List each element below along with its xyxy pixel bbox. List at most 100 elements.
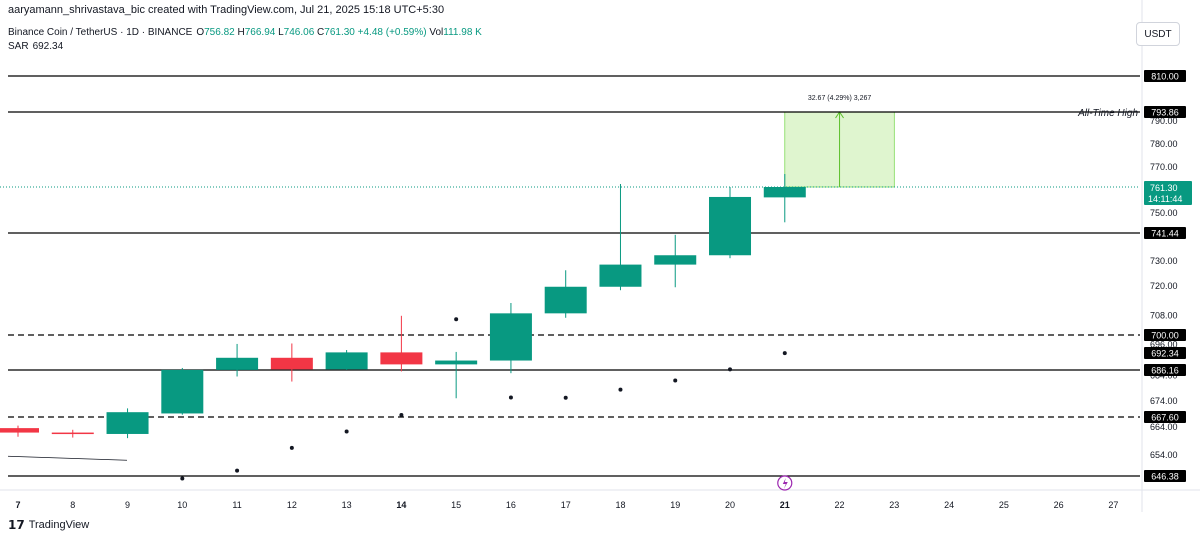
open-value: 756.82 bbox=[204, 27, 235, 38]
x-tick-label: 22 bbox=[835, 500, 845, 510]
sar-dot-10 bbox=[180, 476, 185, 481]
sar-dot-20 bbox=[728, 367, 733, 372]
x-tick-label: 10 bbox=[177, 500, 187, 510]
trendline bbox=[7, 455, 128, 461]
x-tick-label: 20 bbox=[725, 500, 735, 510]
low-value: 746.06 bbox=[283, 27, 315, 38]
level-tag-810.00: 810.00 bbox=[1151, 72, 1179, 82]
open-label: O bbox=[196, 27, 205, 38]
level-tag-741.44: 741.44 bbox=[1151, 229, 1179, 239]
x-tick-label: 24 bbox=[944, 500, 954, 510]
level-tag-793.86-bg bbox=[1144, 106, 1186, 118]
candle-body-16 bbox=[489, 313, 532, 361]
brand-label: TradingView bbox=[28, 519, 90, 531]
level-tag-741.44-bg bbox=[1144, 227, 1186, 239]
candle-body-14 bbox=[380, 352, 423, 365]
level-tag-667.60: 667.60 bbox=[1151, 413, 1179, 423]
sar-dot-12 bbox=[289, 445, 294, 450]
x-tick-label: 25 bbox=[999, 500, 1009, 510]
x-tick-label: 15 bbox=[451, 500, 461, 510]
measure-label: 32.67 (4.29%) 3,267 bbox=[808, 95, 872, 102]
close-label: C bbox=[317, 27, 325, 38]
level-tag-667.60-bg bbox=[1144, 411, 1186, 423]
candle-body-12 bbox=[270, 357, 313, 370]
y-tick-label: 790.00 bbox=[1150, 116, 1178, 126]
sar-dot-14 bbox=[399, 412, 404, 417]
x-tick-label: 14 bbox=[396, 500, 406, 510]
candle-body-11 bbox=[216, 357, 259, 370]
sar-price-tag: 692.34 bbox=[1151, 349, 1179, 359]
x-tick-label: 27 bbox=[1108, 500, 1118, 510]
change-value: +4.48 (+0.59%) bbox=[357, 27, 427, 38]
x-tick-label: 7 bbox=[15, 500, 20, 510]
level-tag-700.00: 700.00 bbox=[1151, 331, 1179, 341]
sar-dot-11 bbox=[235, 468, 240, 473]
candle-body-8 bbox=[51, 432, 94, 435]
candle-body-15 bbox=[435, 360, 478, 365]
level-tag-793.86: 793.86 bbox=[1151, 108, 1179, 118]
level-tag-646.38: 646.38 bbox=[1151, 472, 1179, 482]
x-tick-label: 19 bbox=[670, 500, 680, 510]
x-tick-label: 17 bbox=[561, 500, 571, 510]
x-tick-label: 26 bbox=[1054, 500, 1064, 510]
x-tick-label: 9 bbox=[125, 500, 130, 510]
close-value: 761.30 bbox=[324, 27, 355, 38]
y-tick-label: 654.00 bbox=[1150, 450, 1178, 460]
y-tick-label: 664.00 bbox=[1150, 422, 1178, 432]
candle-body-20 bbox=[709, 196, 752, 256]
y-tick-label: 770.00 bbox=[1150, 162, 1178, 172]
candle-body-13 bbox=[325, 352, 368, 370]
volume-label: Vol bbox=[429, 27, 444, 38]
level-annotation: All-Time High bbox=[1077, 108, 1138, 119]
sar-dot-19 bbox=[673, 378, 678, 383]
sar-dot-16 bbox=[508, 395, 513, 400]
low-label: L bbox=[278, 27, 284, 38]
sar-dot-17 bbox=[563, 395, 568, 400]
y-tick-label: 696.00 bbox=[1150, 339, 1178, 349]
high-value: 766.94 bbox=[244, 27, 276, 38]
chart-legend: Binance Coin / TetherUS · 1D · BINANCE O… bbox=[8, 26, 482, 54]
x-tick-label: 16 bbox=[506, 500, 516, 510]
lightning-icon bbox=[782, 478, 788, 489]
sar-dot-18 bbox=[618, 387, 623, 392]
symbol-label[interactable]: Binance Coin / TetherUS · 1D · BINANCE bbox=[8, 27, 193, 38]
sar-dot-13 bbox=[344, 429, 349, 434]
x-tick-label: 18 bbox=[615, 500, 625, 510]
x-tick-label: 13 bbox=[342, 500, 352, 510]
countdown-tag: 14:11:44 bbox=[1148, 194, 1182, 204]
y-tick-label: 750.00 bbox=[1150, 208, 1178, 218]
current-price-tag: 761.30 bbox=[1150, 183, 1178, 193]
x-tick-label: 11 bbox=[232, 500, 241, 510]
volume-value: 111.98 K bbox=[443, 27, 482, 38]
y-tick-label: 780.00 bbox=[1150, 139, 1178, 149]
candle-body-7 bbox=[0, 428, 39, 433]
x-tick-label: 23 bbox=[889, 500, 899, 510]
level-tag-700.00-bg bbox=[1144, 329, 1186, 341]
currency-button[interactable]: USDT bbox=[1136, 22, 1180, 46]
candle-body-21 bbox=[763, 187, 806, 198]
level-tag-810.00-bg bbox=[1144, 70, 1186, 82]
tradingview-logo-icon: 𝟭𝟳 bbox=[8, 518, 25, 532]
level-tag-686.16-bg bbox=[1144, 364, 1186, 376]
sar-label[interactable]: SAR bbox=[8, 41, 29, 52]
sar-dot-21 bbox=[782, 351, 787, 356]
y-tick-label: 674.00 bbox=[1150, 396, 1178, 406]
candle-body-17 bbox=[544, 286, 587, 314]
sar-value: 692.34 bbox=[32, 41, 64, 52]
candle-body-19 bbox=[654, 255, 697, 265]
y-tick-label: 720.00 bbox=[1150, 281, 1178, 291]
chart-author-header: aaryamann_shrivastava_bic created with T… bbox=[8, 4, 445, 16]
x-tick-label: 21 bbox=[780, 500, 790, 510]
level-tag-646.38-bg bbox=[1144, 470, 1186, 482]
high-label: H bbox=[237, 27, 245, 38]
tradingview-brand[interactable]: 𝟭𝟳 TradingView bbox=[8, 518, 89, 532]
sar-dot-15 bbox=[454, 317, 459, 322]
x-tick-label: 12 bbox=[287, 500, 297, 510]
y-tick-label: 730.00 bbox=[1150, 256, 1178, 266]
candle-body-10 bbox=[161, 369, 204, 414]
x-tick-label: 8 bbox=[70, 500, 75, 510]
candle-body-9 bbox=[106, 412, 149, 434]
candle-body-18 bbox=[599, 264, 642, 287]
y-tick-label: 708.00 bbox=[1150, 310, 1178, 320]
